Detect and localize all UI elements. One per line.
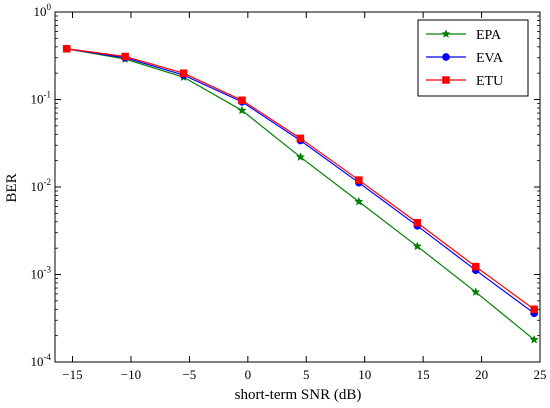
legend-marker-etu [442, 76, 450, 84]
x-tick-label: 5 [303, 367, 310, 382]
legend-label-epa: EPA [476, 28, 502, 43]
data-point-etu [121, 52, 129, 61]
data-point-etu [413, 219, 422, 227]
data-point-epa [529, 334, 539, 344]
y-tick-label: 10-3 [31, 265, 52, 282]
y-tick-label: 100 [34, 2, 52, 19]
y-tick-label: 10-4 [31, 352, 52, 369]
legend-label-eva: EVA [476, 51, 504, 66]
x-tick-label: −10 [121, 367, 141, 382]
legend-box [417, 19, 529, 97]
data-point-etu [471, 262, 480, 271]
x-tick-label: 20 [475, 367, 488, 382]
legend: EPA EVA ETU [417, 19, 529, 97]
x-tick-label: −5 [182, 367, 196, 382]
data-point-etu [62, 45, 71, 53]
y-axis-title: BER [4, 173, 20, 202]
x-tick-label: 0 [245, 367, 252, 382]
data-point-epa [237, 105, 247, 115]
data-point-etu [179, 69, 188, 77]
legend-marker-epa [441, 29, 451, 38]
axes: −15 −10 −5 0 5 10 15 20 25 10-4 10-3 10-2 10-1 100 [31, 2, 547, 382]
data-point-etu [355, 176, 363, 184]
legend-label-etu: ETU [476, 74, 503, 89]
data-point-etu [238, 96, 246, 105]
y-tick-label: 10-2 [31, 177, 52, 194]
data-point-epa [471, 287, 481, 297]
x-tick-label: 25 [534, 367, 547, 382]
x-axis-title: short-term SNR (dB) [235, 387, 362, 403]
x-tick-label: 15 [417, 367, 430, 382]
data-point-epa [354, 196, 364, 206]
y-tick-label: 10-1 [31, 90, 52, 107]
data-point-epa [295, 152, 306, 162]
x-tick-label: 10 [358, 367, 371, 382]
data-point-etu [530, 305, 538, 314]
data-point-epa [412, 241, 422, 251]
legend-marker-eva [442, 53, 450, 61]
plot-area [62, 43, 539, 344]
x-tick-label: −15 [62, 367, 82, 382]
data-point-etu [296, 134, 305, 143]
